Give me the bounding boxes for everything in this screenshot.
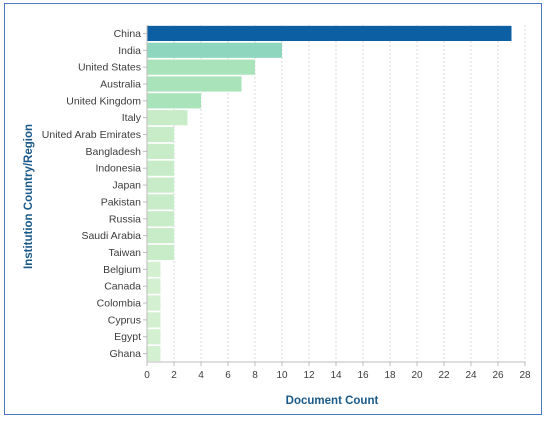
x-tick-label: 8 bbox=[252, 370, 258, 381]
x-tick-label: 6 bbox=[225, 370, 231, 381]
bar-indonesia[interactable] bbox=[147, 160, 174, 176]
category-label: Ghana bbox=[109, 348, 141, 360]
x-tick-label: 24 bbox=[465, 370, 477, 381]
category-label: Russia bbox=[109, 213, 141, 225]
category-labels: China India United States Australia United K… bbox=[42, 28, 147, 360]
bar-united-states[interactable] bbox=[147, 59, 255, 75]
x-tick-label: 10 bbox=[276, 370, 288, 381]
category-label: Egypt bbox=[114, 331, 141, 343]
bar-italy[interactable] bbox=[147, 110, 188, 126]
x-tick-label: 26 bbox=[492, 370, 504, 381]
x-tick-label: 16 bbox=[357, 370, 369, 381]
category-label: Australia bbox=[100, 78, 141, 90]
bar-united-kingdom[interactable] bbox=[147, 93, 201, 109]
grid-lines bbox=[173, 25, 526, 362]
bar-china[interactable] bbox=[147, 25, 512, 42]
x-tick-label: 14 bbox=[330, 370, 342, 381]
category-label: Indonesia bbox=[95, 163, 141, 175]
category-label: Taiwan bbox=[108, 247, 141, 259]
category-label: Italy bbox=[122, 112, 142, 124]
category-label: Japan bbox=[112, 180, 141, 192]
category-label: Canada bbox=[104, 281, 141, 293]
category-label: China bbox=[114, 28, 142, 40]
bar-ghana[interactable] bbox=[147, 345, 161, 362]
category-label: India bbox=[118, 45, 141, 57]
x-tick-label: 12 bbox=[303, 370, 315, 381]
category-label: Belgium bbox=[103, 264, 141, 276]
category-label: Pakistan bbox=[101, 196, 141, 208]
x-tick-label: 20 bbox=[411, 370, 423, 381]
x-tick-label: 2 bbox=[171, 370, 177, 381]
x-tick-label: 22 bbox=[438, 370, 450, 381]
y-axis-title: Institution Country/Region bbox=[23, 124, 35, 269]
x-tick-label: 28 bbox=[519, 370, 531, 381]
category-label: Colombia bbox=[97, 298, 142, 310]
category-label: Bangladesh bbox=[86, 146, 142, 158]
bar-japan[interactable] bbox=[147, 177, 174, 193]
category-label: Cyprus bbox=[108, 314, 141, 326]
x-tick-label: 4 bbox=[198, 370, 204, 381]
category-label: Saudi Arabia bbox=[81, 230, 141, 242]
bar-canada[interactable] bbox=[147, 278, 161, 294]
bar-india[interactable] bbox=[147, 42, 282, 58]
bar-pakistan[interactable] bbox=[147, 194, 174, 210]
bars bbox=[147, 25, 512, 362]
bar-egypt[interactable] bbox=[147, 329, 161, 345]
bar-belgium[interactable] bbox=[147, 261, 161, 277]
x-tick-labels: 0 2 4 6 8 10 12 14 16 18 20 22 24 26 28 bbox=[144, 362, 531, 381]
bar-united-arab-emirates[interactable] bbox=[147, 126, 174, 143]
category-label: United Arab Emirates bbox=[42, 129, 141, 141]
bar-taiwan[interactable] bbox=[147, 244, 174, 261]
bar-bangladesh[interactable] bbox=[147, 143, 174, 159]
bar-russia[interactable] bbox=[147, 211, 174, 227]
bar-saudi-arabia[interactable] bbox=[147, 228, 174, 244]
x-tick-label: 0 bbox=[144, 370, 150, 381]
bar-australia[interactable] bbox=[147, 76, 242, 92]
x-axis-title: Document Count bbox=[286, 395, 379, 407]
x-tick-label: 18 bbox=[384, 370, 396, 381]
bar-cyprus[interactable] bbox=[147, 312, 161, 328]
category-label: United Kingdom bbox=[66, 95, 141, 107]
chart-frame bbox=[4, 3, 542, 415]
category-label: United States bbox=[78, 62, 141, 74]
bar-colombia[interactable] bbox=[147, 295, 161, 311]
